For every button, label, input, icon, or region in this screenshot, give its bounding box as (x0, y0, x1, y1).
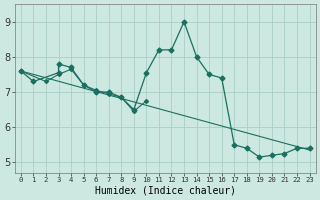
X-axis label: Humidex (Indice chaleur): Humidex (Indice chaleur) (95, 186, 236, 196)
